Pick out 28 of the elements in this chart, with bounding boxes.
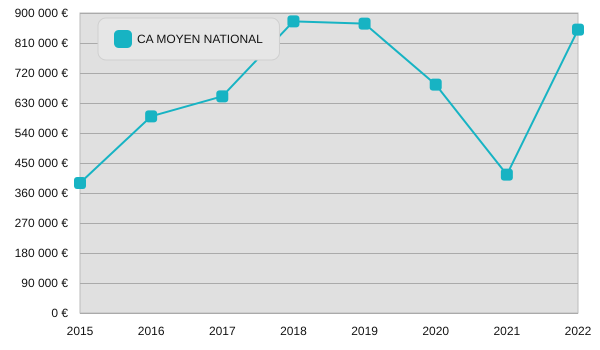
y-tick-label: 810 000 €	[14, 36, 68, 50]
point	[74, 177, 86, 189]
x-tick-label: 2022	[564, 324, 592, 338]
y-tick-label: 90 000 €	[21, 276, 68, 290]
x-tick-label: 2021	[494, 324, 521, 338]
y-tick-label: 450 000 €	[14, 156, 68, 170]
x-tick-label: 2016	[138, 324, 165, 338]
point	[287, 15, 300, 28]
y-tick-label: 360 000 €	[14, 186, 68, 200]
y-tick-label: 0 €	[51, 306, 68, 320]
y-tick-label: 270 000 €	[14, 216, 68, 230]
point	[430, 78, 442, 91]
y-tick-label: 630 000 €	[14, 96, 68, 110]
x-tick-label: 2017	[208, 324, 236, 338]
x-tick-label: 2015	[66, 324, 94, 338]
x-tick-label: 2019	[351, 324, 378, 338]
point	[500, 168, 513, 181]
x-tick-label: 2018	[280, 324, 308, 338]
legend-label: CA MOYEN NATIONAL	[137, 32, 264, 46]
y-tick-label: 720 000 €	[14, 66, 68, 80]
point	[358, 18, 371, 30]
point	[216, 90, 228, 102]
y-tick-label: 900 000 €	[14, 6, 68, 20]
y-tick-label: 540 000 €	[14, 126, 68, 140]
point	[145, 110, 158, 122]
y-tick-label: 180 000 €	[14, 246, 68, 260]
point	[572, 24, 584, 36]
x-tick-label: 2020	[422, 324, 450, 338]
